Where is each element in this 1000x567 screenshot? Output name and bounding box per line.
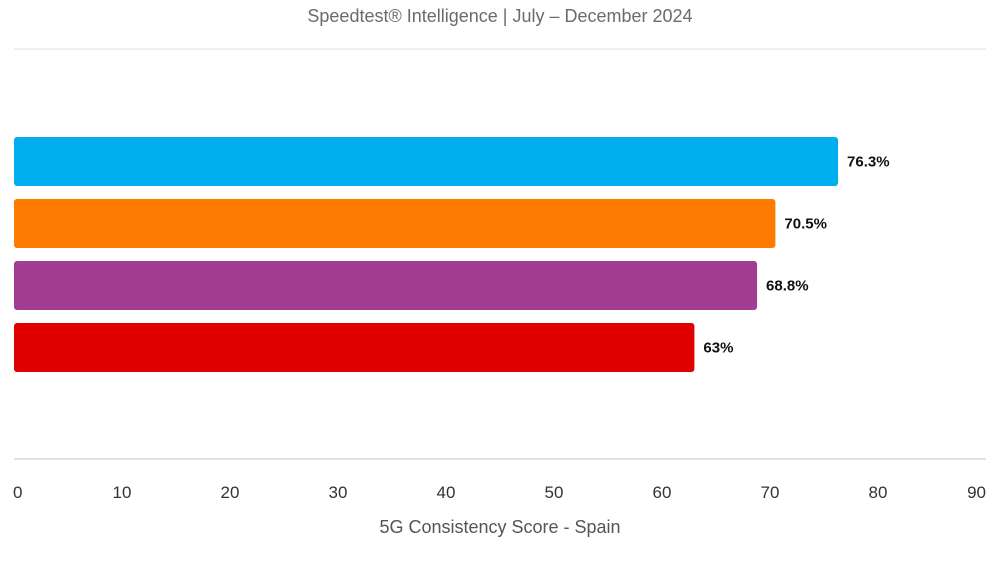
- bar: [14, 261, 758, 310]
- x-tick-label: 60: [653, 483, 672, 502]
- x-tick-label: 0: [13, 483, 22, 502]
- bar-value-label: 68.8%: [766, 278, 809, 295]
- x-axis-ticks: 0 10 20 30 40 50 60 70 80 90: [13, 483, 986, 502]
- bar: [14, 137, 839, 186]
- x-tick-label: 50: [545, 483, 564, 502]
- x-tick-label: 30: [329, 483, 348, 502]
- bars: 76.3% 70.5% 68.8% 63%: [14, 137, 890, 372]
- bar-value-label: 76.3%: [847, 154, 890, 171]
- x-tick-label: 20: [221, 483, 240, 502]
- x-tick-label: 80: [869, 483, 888, 502]
- x-tick-label: 90: [967, 483, 986, 502]
- bar: [14, 199, 776, 248]
- bar-value-label: 63%: [703, 340, 733, 357]
- x-tick-label: 40: [437, 483, 456, 502]
- bar: [14, 323, 695, 372]
- x-tick-label: 10: [113, 483, 132, 502]
- bar-value-label: 70.5%: [784, 216, 827, 233]
- x-axis-title: 5G Consistency Score - Spain: [379, 517, 620, 537]
- chart-subtitle: Speedtest® Intelligence | July – Decembe…: [307, 6, 692, 26]
- x-tick-label: 70: [761, 483, 780, 502]
